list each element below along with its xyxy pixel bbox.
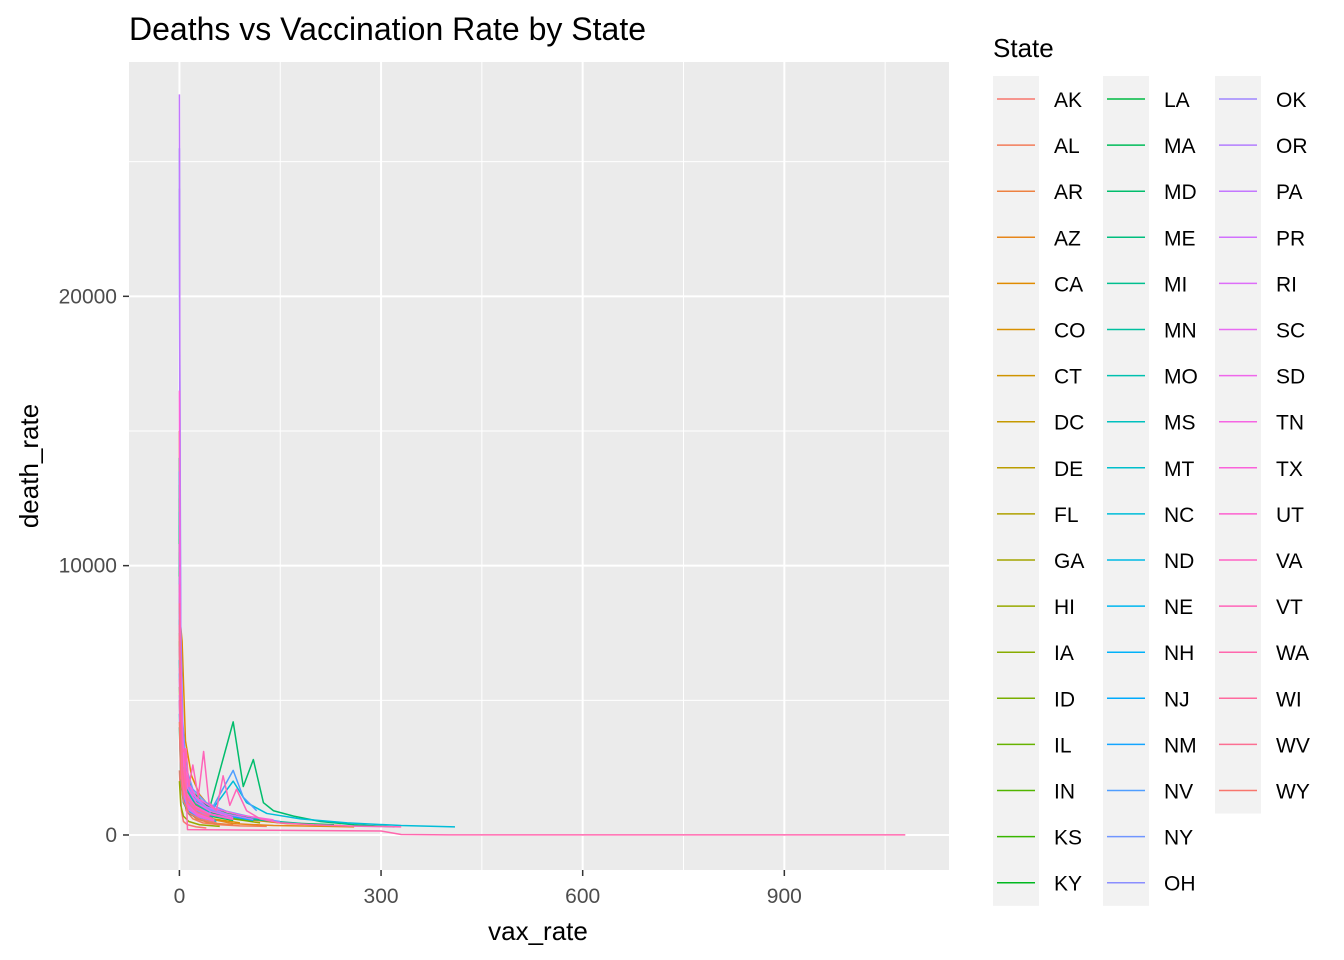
x-tick-label: 0 bbox=[174, 885, 186, 908]
series-line-wy bbox=[178, 721, 217, 824]
legend-label-ak: AK bbox=[1054, 89, 1082, 112]
legend-label-mo: MO bbox=[1164, 366, 1198, 389]
legend-label-il: IL bbox=[1054, 734, 1072, 757]
legend-label-or: OR bbox=[1276, 135, 1308, 158]
legend-key-column bbox=[993, 76, 1039, 906]
major-gridlines bbox=[129, 62, 949, 870]
legend-label-sd: SD bbox=[1276, 366, 1305, 389]
legend-label-tn: TN bbox=[1276, 412, 1304, 435]
legend-label-az: AZ bbox=[1054, 227, 1081, 250]
legend-label-nd: ND bbox=[1164, 550, 1194, 573]
series-lines bbox=[178, 94, 906, 836]
legend-label-ga: GA bbox=[1054, 550, 1084, 573]
minor-gridlines bbox=[129, 62, 949, 870]
legend-label-ny: NY bbox=[1164, 827, 1193, 850]
legend-label-id: ID bbox=[1054, 688, 1075, 711]
x-axis-title: vax_rate bbox=[488, 916, 588, 946]
legend-label-ne: NE bbox=[1164, 596, 1193, 619]
legend-key-column bbox=[1215, 76, 1261, 814]
legend-label-al: AL bbox=[1054, 135, 1080, 158]
legend-label-ia: IA bbox=[1054, 642, 1074, 665]
legend-label-nc: NC bbox=[1164, 504, 1194, 527]
legend-label-mn: MN bbox=[1164, 320, 1197, 343]
y-tick-label: 0 bbox=[105, 824, 117, 847]
legend-label-co: CO bbox=[1054, 320, 1086, 343]
legend: AK AL AR AZ CA CO CT DC DE FL GA HI IA ID IL IN KS KY LA MA… bbox=[993, 76, 1310, 906]
y-tick-label: 10000 bbox=[59, 555, 117, 578]
x-tick-label: 900 bbox=[767, 885, 802, 908]
legend-label-vt: VT bbox=[1276, 596, 1303, 619]
legend-label-va: VA bbox=[1276, 550, 1302, 573]
legend-label-wi: WI bbox=[1276, 688, 1302, 711]
legend-label-sc: SC bbox=[1276, 320, 1305, 343]
legend-label-me: ME bbox=[1164, 227, 1196, 250]
legend-label-pa: PA bbox=[1276, 181, 1302, 204]
legend-label-in: IN bbox=[1054, 781, 1075, 804]
legend-label-ri: RI bbox=[1276, 273, 1297, 296]
legend-title: State bbox=[993, 33, 1054, 63]
legend-label-ct: CT bbox=[1054, 366, 1082, 389]
x-tick-label: 300 bbox=[364, 885, 399, 908]
legend-label-fl: FL bbox=[1054, 504, 1079, 527]
legend-label-dc: DC bbox=[1054, 412, 1084, 435]
legend-label-ok: OK bbox=[1276, 89, 1306, 112]
legend-label-de: DE bbox=[1054, 458, 1083, 481]
legend-label-pr: PR bbox=[1276, 227, 1305, 250]
legend-label-ma: MA bbox=[1164, 135, 1196, 158]
legend-label-mt: MT bbox=[1164, 458, 1194, 481]
legend-label-nh: NH bbox=[1164, 642, 1194, 665]
plot-panel bbox=[129, 62, 949, 870]
legend-label-ms: MS bbox=[1164, 412, 1196, 435]
legend-label-wv: WV bbox=[1276, 734, 1310, 757]
legend-label-md: MD bbox=[1164, 181, 1197, 204]
chart-title: Deaths vs Vaccination Rate by State bbox=[129, 11, 646, 47]
legend-label-ar: AR bbox=[1054, 181, 1083, 204]
legend-label-mi: MI bbox=[1164, 273, 1187, 296]
y-tick-label: 20000 bbox=[59, 285, 117, 308]
legend-label-wy: WY bbox=[1276, 781, 1310, 804]
legend-label-la: LA bbox=[1164, 89, 1190, 112]
legend-label-wa: WA bbox=[1276, 642, 1309, 665]
legend-key-column bbox=[1103, 76, 1149, 906]
legend-label-nj: NJ bbox=[1164, 688, 1190, 711]
series-line-wv bbox=[178, 635, 214, 820]
legend-label-nv: NV bbox=[1164, 781, 1193, 804]
y-axis-title: death_rate bbox=[14, 404, 44, 528]
series-line-hi bbox=[178, 781, 220, 828]
legend-label-oh: OH bbox=[1164, 873, 1196, 896]
legend-label-ky: KY bbox=[1054, 873, 1082, 896]
axis-ticks: 0 300 600 900 0 10000 20000 bbox=[59, 285, 802, 908]
legend-label-tx: TX bbox=[1276, 458, 1303, 481]
legend-label-hi: HI bbox=[1054, 596, 1075, 619]
x-tick-label: 600 bbox=[565, 885, 600, 908]
legend-label-ks: KS bbox=[1054, 827, 1082, 850]
legend-label-nm: NM bbox=[1164, 734, 1197, 757]
legend-label-ca: CA bbox=[1054, 273, 1083, 296]
legend-label-ut: UT bbox=[1276, 504, 1304, 527]
